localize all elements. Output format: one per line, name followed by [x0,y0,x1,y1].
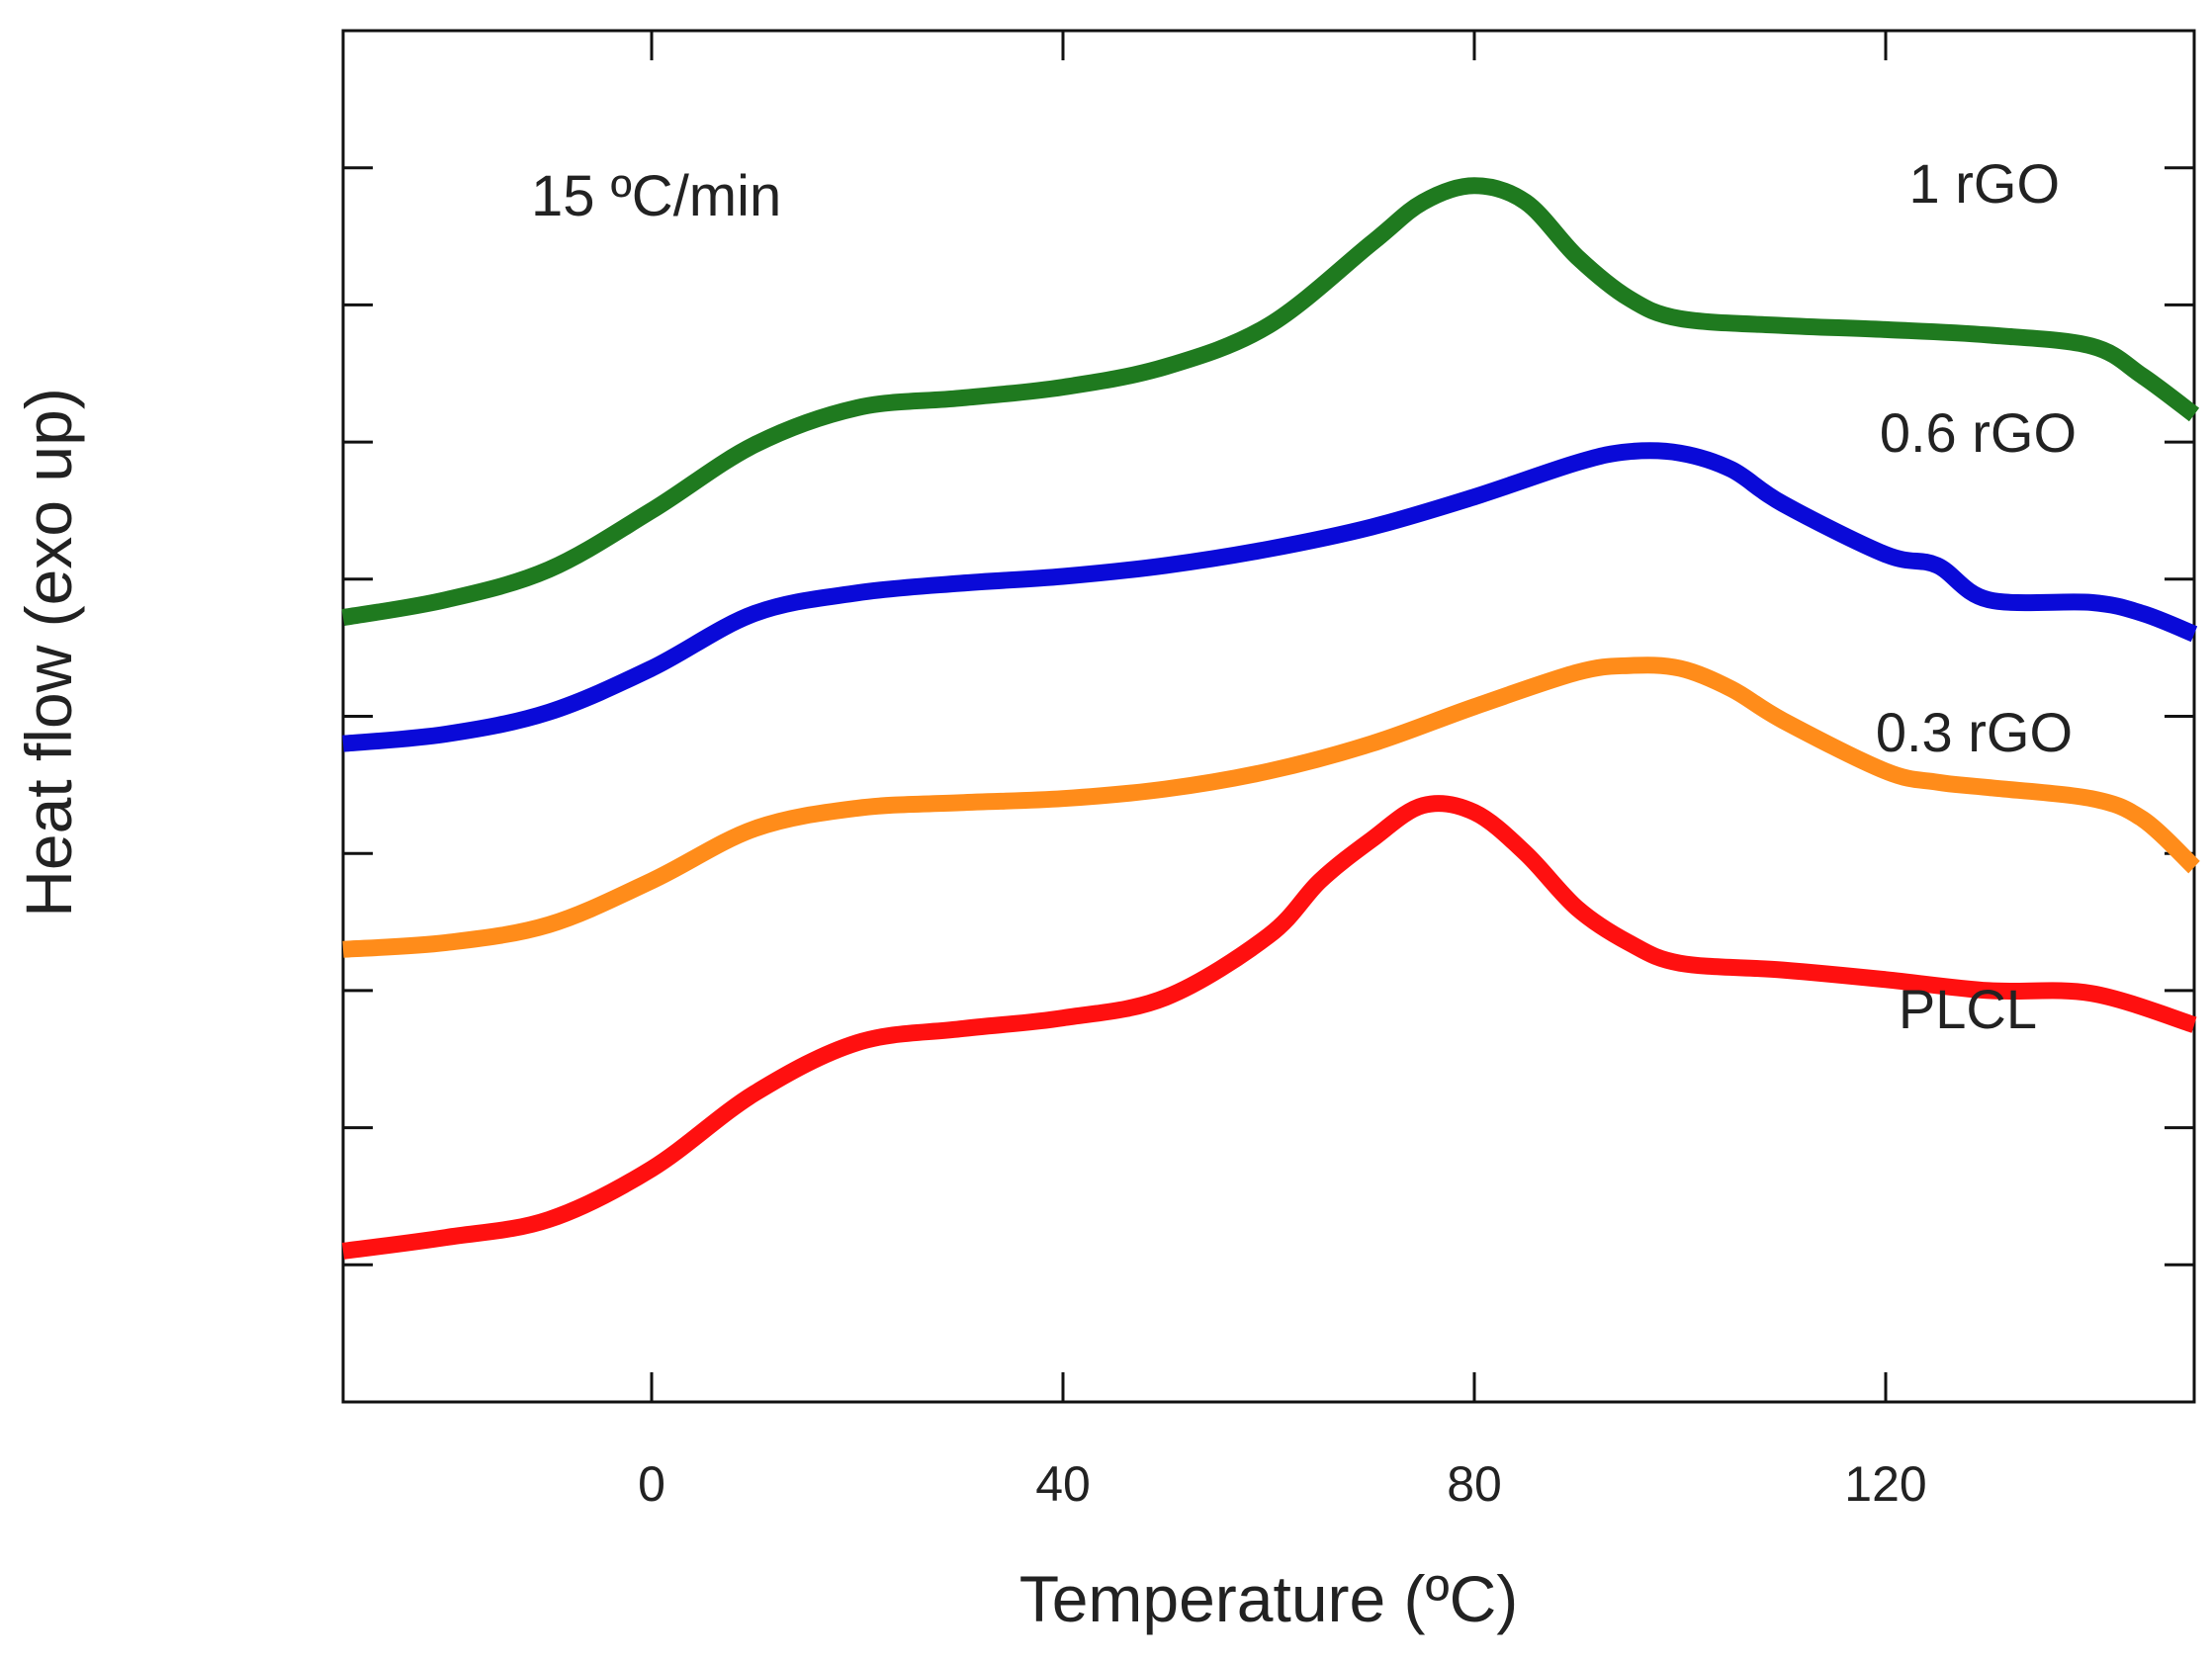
series-line-0-6-rgo [342,442,2198,752]
x-tick-labels: 0 40 80 120 [638,1456,1927,1512]
series-label-0-6-rgo: 0.6 rGO [1880,401,2077,464]
y-axis-title: Heat flow (exo up) [12,388,85,917]
series-label-plcl: PLCL [1899,978,2037,1040]
series-labels: 1 rGO 0.6 rGO 0.3 rGO PLCL [1876,152,2077,1040]
series-label-0-3-rgo: 0.3 rGO [1876,701,2073,763]
x-tick-label-0: 0 [638,1456,665,1512]
x-tick-label-120: 120 [1844,1456,1926,1512]
series-line-plcl [341,795,2197,1260]
series-label-1-rgo: 1 rGO [1909,152,2060,215]
heating-rate-annotation: 15 ºC/min [531,164,781,228]
x-tick-label-80: 80 [1447,1456,1502,1512]
axis-ticks [343,31,2194,1402]
series-line-0-3-rgo [342,656,2200,958]
series-curves [341,177,2200,1260]
series-line-1-rgo [341,177,2200,626]
x-axis-title: Temperature (ºC) [1019,1562,1519,1635]
x-tick-label-40: 40 [1035,1456,1091,1512]
